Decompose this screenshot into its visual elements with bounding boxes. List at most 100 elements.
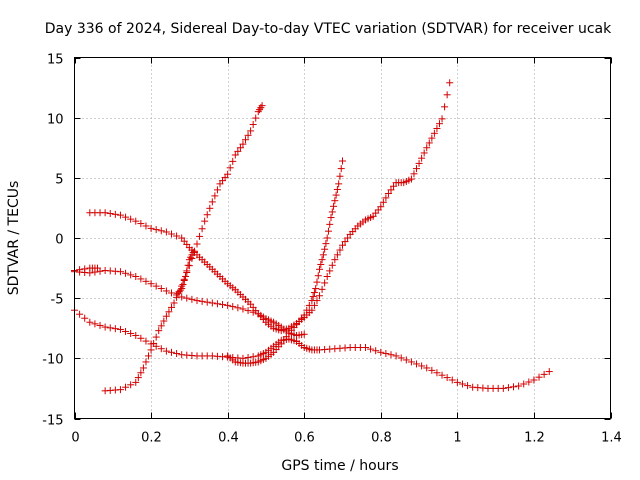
data-point: [157, 285, 165, 293]
x-tick-label: 1.4: [601, 431, 622, 446]
data-point: [203, 211, 211, 219]
data-point: [93, 264, 101, 272]
data-point: [173, 293, 181, 301]
data-point: [314, 272, 322, 280]
data-point: [198, 225, 206, 233]
data-point: [234, 147, 242, 155]
data-point: [122, 213, 130, 221]
data-point: [525, 378, 533, 386]
data-point: [430, 129, 438, 137]
data-point: [76, 310, 84, 318]
data-point: [157, 322, 165, 330]
data-point: [435, 120, 443, 128]
data-point: [433, 124, 441, 132]
data-point: [333, 251, 341, 259]
x-tick-label: 0.2: [141, 431, 162, 446]
data-point: [137, 334, 145, 342]
data-point: [213, 300, 221, 308]
x-axis-label: GPS time / hours: [281, 458, 398, 474]
data-point: [300, 311, 308, 319]
data-point: [418, 154, 426, 162]
data-point: [239, 140, 247, 148]
data-point: [300, 330, 308, 338]
data-point: [402, 356, 410, 364]
data-point: [344, 234, 352, 242]
data-point: [535, 373, 543, 381]
series-satellite-1: [86, 79, 454, 335]
data-point: [81, 314, 89, 322]
data-point: [167, 289, 175, 297]
data-point: [170, 299, 178, 307]
data-point: [504, 384, 512, 392]
data-point: [190, 247, 198, 255]
data-point: [142, 358, 150, 366]
data-point: [116, 325, 124, 333]
data-point: [415, 159, 423, 167]
data-point: [173, 350, 181, 358]
data-point: [229, 157, 237, 165]
data-point: [382, 350, 390, 358]
data-point: [382, 194, 390, 202]
data-point: [453, 378, 461, 386]
data-point: [137, 220, 145, 228]
data-point: [132, 331, 140, 339]
data-point: [244, 307, 252, 315]
data-point: [193, 240, 201, 248]
data-point: [226, 164, 234, 172]
data-point: [530, 376, 538, 384]
data-point: [328, 261, 336, 269]
data-point: [157, 345, 165, 353]
data-point: [499, 384, 507, 392]
data-point: [252, 114, 260, 122]
data-point: [379, 198, 387, 206]
data-point: [208, 299, 216, 307]
data-point: [160, 317, 168, 325]
data-point: [303, 306, 311, 314]
y-axis-ticks: -15 -10 -5 0 5 10 15: [42, 53, 611, 429]
data-point: [377, 348, 385, 356]
data-point: [106, 324, 114, 332]
y-tick-label: -15: [42, 414, 63, 429]
data-point: [331, 197, 339, 205]
data-point: [425, 139, 433, 147]
data-point: [165, 308, 173, 316]
data-point: [330, 202, 338, 210]
data-point: [321, 245, 329, 253]
data-point: [540, 370, 548, 378]
y-tick-label: 10: [47, 113, 64, 128]
data-point: [132, 217, 140, 225]
data-point: [122, 327, 130, 335]
data-point: [318, 256, 326, 264]
data-point: [162, 347, 170, 355]
data-point: [182, 273, 190, 281]
data-point: [76, 266, 84, 274]
data-point: [134, 374, 142, 382]
data-point: [224, 170, 232, 178]
data-point: [188, 295, 196, 303]
data-point: [224, 301, 232, 309]
data-point: [443, 91, 451, 99]
series-satellite-7: [224, 157, 346, 367]
data-point: [137, 275, 145, 283]
data-point: [193, 297, 201, 305]
data-point: [142, 337, 150, 345]
data-point: [339, 241, 346, 249]
data-point: [339, 157, 346, 165]
data-point: [413, 165, 421, 173]
data-point: [310, 289, 318, 297]
data-point: [96, 321, 104, 329]
data-point: [180, 277, 188, 285]
data-point: [162, 287, 170, 295]
data-point: [229, 303, 237, 311]
data-point: [441, 103, 449, 111]
plot-frame: [74, 57, 611, 419]
data-point: [313, 278, 321, 286]
data-point: [147, 224, 155, 232]
y-tick-label: 15: [47, 53, 64, 68]
data-point: [387, 186, 395, 194]
data-point: [111, 210, 119, 218]
data-point: [81, 265, 89, 273]
data-point: [316, 292, 324, 300]
data-point: [438, 115, 446, 123]
chart-title: Day 336 of 2024, Sidereal Day-to-day VTE…: [45, 21, 612, 37]
